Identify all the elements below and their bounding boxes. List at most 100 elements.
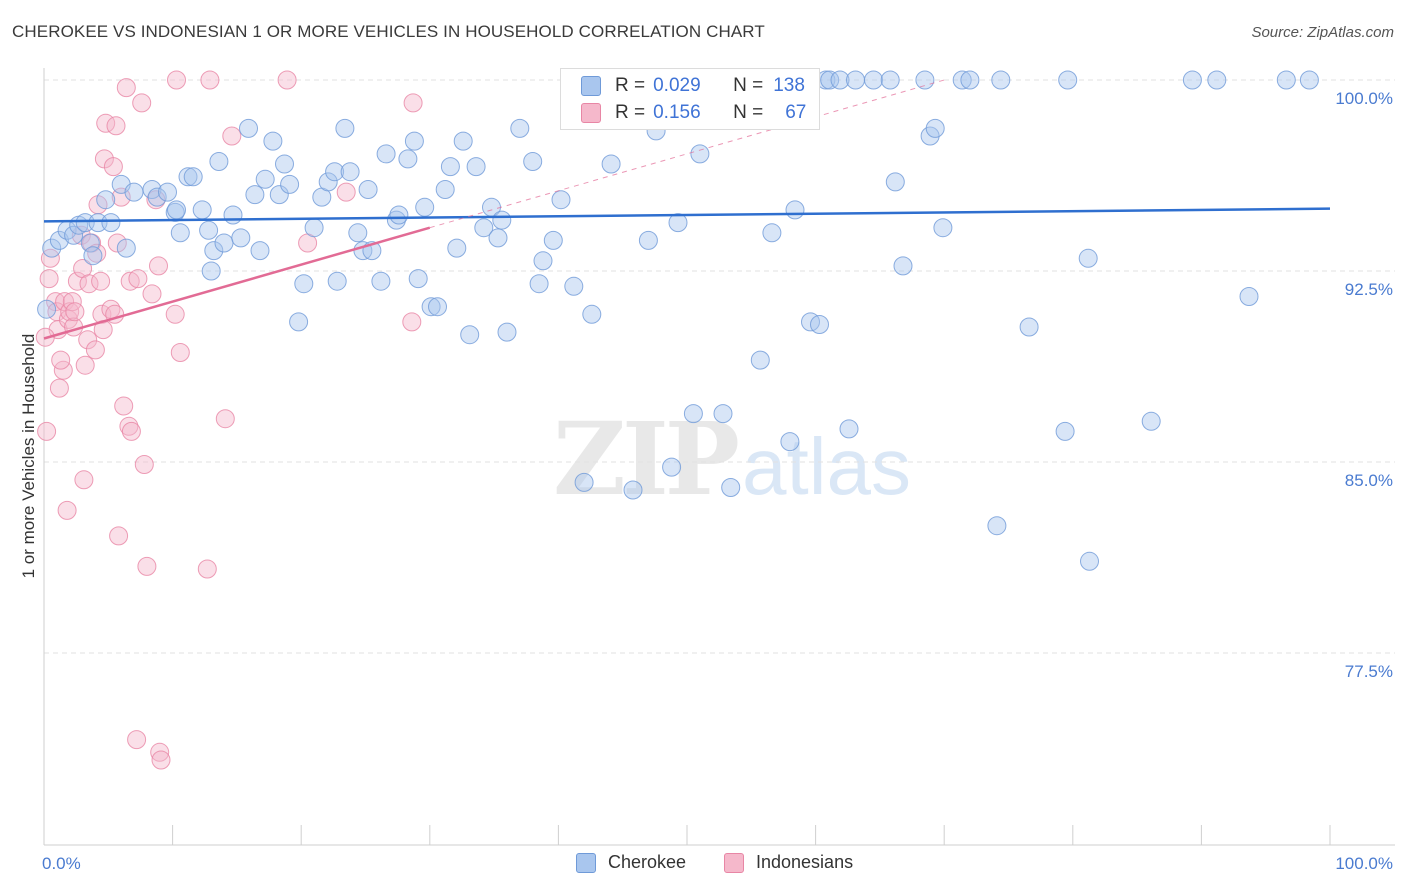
watermark-zip: ZIP — [553, 400, 740, 518]
cherokee-point — [167, 200, 186, 220]
cherokee-point — [49, 230, 69, 250]
indonesians-point — [132, 93, 152, 113]
cherokee-point — [376, 144, 396, 164]
cherokee-point — [335, 118, 355, 138]
indonesians-trend-line — [43, 226, 431, 340]
indonesians-point — [39, 269, 59, 289]
indonesians-point — [120, 271, 140, 291]
cherokee-point — [533, 251, 553, 271]
cherokee-point — [88, 213, 108, 233]
cherokee-point — [183, 167, 203, 187]
cherokee-point — [223, 205, 243, 225]
indonesians-point — [78, 330, 98, 350]
stats-row-indonesians: R = 0.156 N = 67 — [561, 100, 806, 126]
cherokee-point — [304, 218, 324, 238]
cherokee-point — [358, 180, 378, 199]
cherokee-point — [915, 70, 935, 90]
cherokee-point — [623, 480, 643, 500]
indonesians-point — [79, 274, 99, 294]
indonesians-point — [85, 340, 105, 360]
legend-item-indonesians[interactable]: Indonesians — [724, 852, 853, 873]
r-label: R = — [615, 75, 646, 96]
cherokee-point — [101, 213, 121, 233]
cherokee-point — [510, 118, 530, 138]
cherokee-point — [601, 154, 621, 174]
cherokee-point — [721, 478, 741, 497]
cherokee-point — [668, 213, 688, 233]
cherokee-point — [404, 131, 424, 151]
indonesians-point — [170, 343, 190, 362]
indonesians-point — [55, 292, 75, 312]
cherokee-point — [327, 271, 347, 291]
cherokee-point — [543, 230, 563, 250]
cherokee-point — [250, 241, 270, 261]
cherokee-point — [447, 238, 467, 258]
cherokee-point — [460, 325, 480, 345]
cherokee-point — [1078, 248, 1098, 268]
cherokee-point — [885, 172, 905, 192]
source-label: Source: ZipAtlas.com — [1251, 24, 1394, 41]
cherokee-point — [785, 200, 805, 220]
indonesians-point — [200, 70, 220, 90]
cherokee-point — [820, 70, 840, 90]
cherokee-point — [415, 197, 435, 217]
cherokee-point — [318, 172, 338, 192]
cherokee-point — [42, 238, 62, 258]
n-value: 67 — [785, 102, 807, 123]
grid — [44, 79, 1395, 654]
cherokee-point — [178, 167, 198, 187]
legend-label-cherokee: Cherokee — [608, 852, 687, 872]
cherokee-point — [839, 419, 859, 439]
axes — [43, 68, 1395, 846]
indonesians-point — [150, 742, 170, 762]
indonesians-point — [167, 70, 186, 90]
cherokee-point — [325, 162, 345, 182]
indonesians-point — [142, 284, 162, 304]
cherokee-point — [398, 149, 418, 169]
cherokee-point — [662, 457, 682, 477]
cherokee-point — [683, 404, 703, 424]
cherokee-point — [638, 230, 658, 250]
cherokee-point — [245, 185, 265, 205]
cherokee-point — [158, 182, 177, 202]
indonesians-point — [49, 378, 69, 398]
watermark-atlas: atlas — [741, 422, 911, 511]
legend-item-cherokee[interactable]: Cherokee — [576, 852, 686, 873]
cherokee-point — [80, 233, 100, 253]
cherokee-point — [214, 233, 234, 253]
watermark: ZIPatlas — [553, 400, 911, 518]
y-tick-label: 85.0% — [1345, 471, 1393, 490]
series-indonesians-points — [35, 70, 423, 770]
cherokee-point — [340, 162, 360, 182]
series-cherokee-points — [37, 70, 1319, 571]
legend-label-indonesians: Indonesians — [756, 852, 854, 872]
cherokee-point — [96, 190, 116, 210]
cherokee-point — [428, 297, 447, 317]
cherokee-point — [893, 256, 913, 276]
cherokee-point — [762, 223, 782, 243]
cherokee-point — [987, 516, 1007, 536]
cherokee-point — [1276, 70, 1296, 90]
x-tick-label: 0.0% — [42, 854, 81, 873]
y-tick-label: 77.5% — [1345, 662, 1393, 681]
legend-swatch-cherokee — [581, 76, 601, 96]
cherokee-point — [474, 218, 494, 238]
cherokee-point — [523, 152, 543, 171]
indonesians-point — [91, 271, 111, 291]
indonesians-point — [116, 78, 136, 98]
cherokee-point — [497, 322, 517, 342]
indonesians-point — [65, 302, 85, 322]
cherokee-point — [192, 200, 212, 220]
indonesians-point — [134, 455, 154, 474]
r-value: 0.029 — [653, 75, 701, 96]
x-tick-label: 100.0% — [1335, 854, 1393, 873]
indonesians-point — [222, 126, 242, 146]
y-axis-label: 1 or more Vehicles in Household — [19, 334, 38, 579]
r-value: 0.156 — [653, 102, 701, 123]
indonesians-point — [165, 304, 185, 324]
cherokee-point — [1141, 411, 1161, 431]
cherokee-point — [348, 223, 368, 243]
cherokee-point — [952, 70, 972, 90]
cherokee-point — [199, 220, 219, 240]
cherokee-point — [960, 70, 980, 90]
